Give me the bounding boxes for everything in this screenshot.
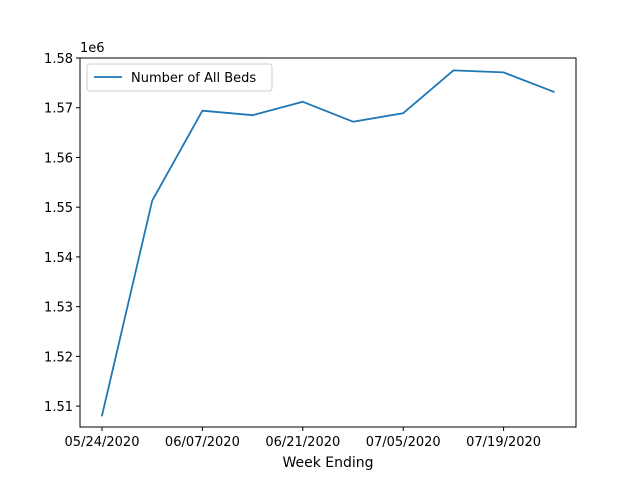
y-tick-label: 1.56 <box>44 151 73 166</box>
x-axis-label: Week Ending <box>282 455 373 471</box>
legend: Number of All Beds <box>86 63 273 92</box>
y-tick-label: 1.53 <box>44 301 73 316</box>
x-tick-label: 07/19/2020 <box>466 435 541 450</box>
y-offset-label: 1e6 <box>80 41 105 56</box>
x-tick-label: 06/21/2020 <box>265 435 340 450</box>
x-tick-label: 05/24/2020 <box>65 435 140 450</box>
ticks-layer: 1.51 1.52 1.53 1.54 1.55 1.56 1.57 1.58 05/24/20… <box>44 52 541 450</box>
y-tick-label: 1.57 <box>44 102 73 117</box>
y-tick-label: 1.58 <box>44 52 73 67</box>
y-tick-label: 1.55 <box>44 201 73 216</box>
y-tick-label: 1.54 <box>44 251 73 266</box>
series-line <box>101 69 555 417</box>
x-tick-label: 06/07/2020 <box>165 435 240 450</box>
legend-box <box>86 63 273 92</box>
x-tick-label: 07/05/2020 <box>366 435 441 450</box>
legend-label: Number of All Beds <box>131 71 256 86</box>
y-tick-label: 1.52 <box>44 350 73 365</box>
y-tick-label: 1.51 <box>44 400 73 415</box>
plot-frame <box>79 57 577 428</box>
plot-layer <box>101 69 555 417</box>
